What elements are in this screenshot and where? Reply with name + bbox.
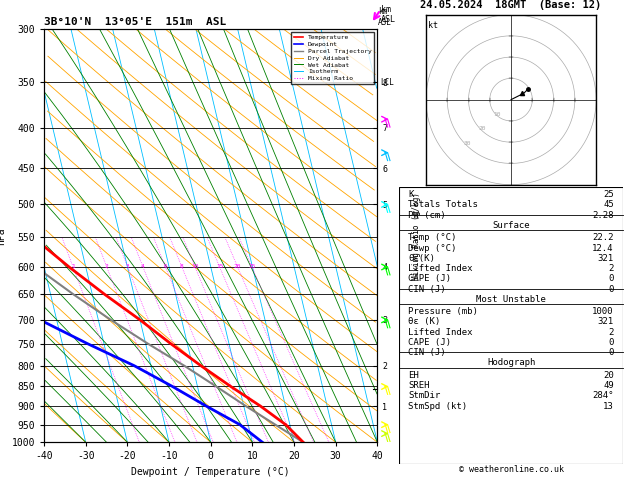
Text: 25: 25: [248, 263, 255, 269]
Text: km
ASL: km ASL: [381, 5, 396, 24]
Text: CAPE (J): CAPE (J): [408, 338, 452, 347]
Text: 10: 10: [493, 112, 500, 117]
Text: Dewp (°C): Dewp (°C): [408, 243, 457, 253]
Text: 30: 30: [464, 140, 472, 145]
Text: Hodograph: Hodograph: [487, 359, 535, 367]
Text: Totals Totals: Totals Totals: [408, 200, 478, 209]
Text: 20: 20: [603, 371, 614, 380]
Text: 0: 0: [608, 338, 614, 347]
Text: StmSpd (kt): StmSpd (kt): [408, 401, 467, 411]
Text: 3: 3: [126, 263, 130, 269]
Y-axis label: Mixing Ratio (g/kg): Mixing Ratio (g/kg): [412, 192, 421, 279]
Text: 10: 10: [191, 263, 199, 269]
Text: 0: 0: [608, 348, 614, 357]
Text: Lifted Index: Lifted Index: [408, 264, 473, 273]
Text: kt: kt: [428, 21, 438, 30]
Text: Most Unstable: Most Unstable: [476, 295, 546, 304]
Text: 49: 49: [603, 381, 614, 390]
Text: EH: EH: [408, 371, 419, 380]
Text: SREH: SREH: [408, 381, 430, 390]
Text: CIN (J): CIN (J): [408, 348, 446, 357]
Text: 0: 0: [608, 274, 614, 283]
Text: 25: 25: [603, 190, 614, 199]
Text: 321: 321: [598, 317, 614, 327]
Legend: Temperature, Dewpoint, Parcel Trajectory, Dry Adiabat, Wet Adiabat, Isotherm, Mi: Temperature, Dewpoint, Parcel Trajectory…: [291, 32, 374, 84]
Text: 2.28: 2.28: [593, 211, 614, 220]
Text: km
ASL: km ASL: [378, 7, 392, 27]
Text: 6: 6: [164, 263, 167, 269]
Text: 2: 2: [608, 328, 614, 337]
Text: 321: 321: [598, 254, 614, 263]
Text: 22.2: 22.2: [593, 233, 614, 243]
Text: 1000: 1000: [593, 307, 614, 316]
Text: 24.05.2024  18GMT  (Base: 12): 24.05.2024 18GMT (Base: 12): [420, 0, 602, 10]
Text: 8: 8: [180, 263, 184, 269]
Text: CAPE (J): CAPE (J): [408, 274, 452, 283]
Text: 45: 45: [603, 200, 614, 209]
Text: Temp (°C): Temp (°C): [408, 233, 457, 243]
Text: CIN (J): CIN (J): [408, 285, 446, 294]
Text: © weatheronline.co.uk: © weatheronline.co.uk: [459, 465, 564, 474]
Text: 4: 4: [141, 263, 145, 269]
Text: 15: 15: [216, 263, 223, 269]
X-axis label: Dewpoint / Temperature (°C): Dewpoint / Temperature (°C): [131, 467, 290, 477]
Text: θε (K): θε (K): [408, 317, 440, 327]
Text: Surface: Surface: [493, 221, 530, 230]
Text: θε(K): θε(K): [408, 254, 435, 263]
Text: StmDir: StmDir: [408, 391, 440, 400]
Text: PW (cm): PW (cm): [408, 211, 446, 220]
Text: K: K: [408, 190, 414, 199]
Text: 3B°10'N  13°05'E  151m  ASL: 3B°10'N 13°05'E 151m ASL: [44, 17, 226, 27]
Y-axis label: hPa: hPa: [0, 227, 6, 244]
Text: 12.4: 12.4: [593, 243, 614, 253]
Text: Lifted Index: Lifted Index: [408, 328, 473, 337]
Text: 20: 20: [479, 126, 486, 131]
Text: 0: 0: [608, 285, 614, 294]
Text: 2: 2: [608, 264, 614, 273]
Text: LCL: LCL: [381, 78, 394, 87]
Text: 1: 1: [71, 263, 75, 269]
Text: 284°: 284°: [593, 391, 614, 400]
Text: Pressure (mb): Pressure (mb): [408, 307, 478, 316]
Text: 2: 2: [105, 263, 109, 269]
Text: 20: 20: [234, 263, 242, 269]
Text: 13: 13: [603, 401, 614, 411]
